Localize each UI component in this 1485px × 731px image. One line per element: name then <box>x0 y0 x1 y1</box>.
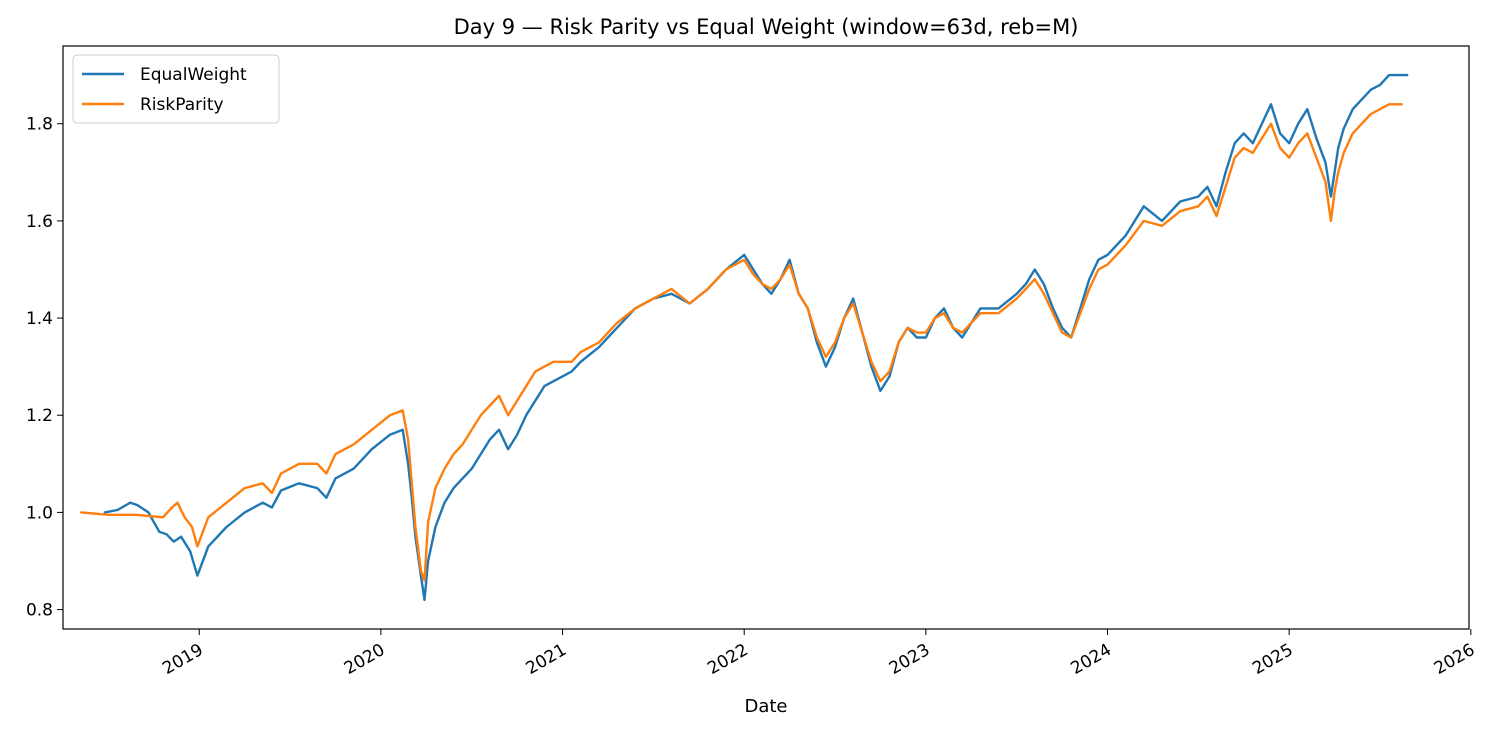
series-line-riskparity <box>79 103 1404 582</box>
x-axis-title: Date <box>744 696 787 717</box>
y-tick-label: 1.4 <box>26 309 53 329</box>
chart-title: Day 9 — Risk Parity vs Equal Weight (win… <box>454 15 1079 39</box>
y-tick-label: 1.0 <box>26 503 53 523</box>
plot-area <box>79 73 1409 602</box>
y-tick-label: 1.2 <box>26 406 53 426</box>
legend-label-riskparity: RiskParity <box>140 95 224 115</box>
legend-label-equalweight: EqualWeight <box>140 65 247 85</box>
legend: EqualWeight RiskParity <box>72 54 280 124</box>
legend-box <box>72 54 280 124</box>
y-tick-label: 0.8 <box>26 601 53 621</box>
y-tick-label: 1.6 <box>26 212 53 232</box>
y-tick-label: 1.8 <box>26 115 53 135</box>
plot-frame <box>62 45 1470 630</box>
